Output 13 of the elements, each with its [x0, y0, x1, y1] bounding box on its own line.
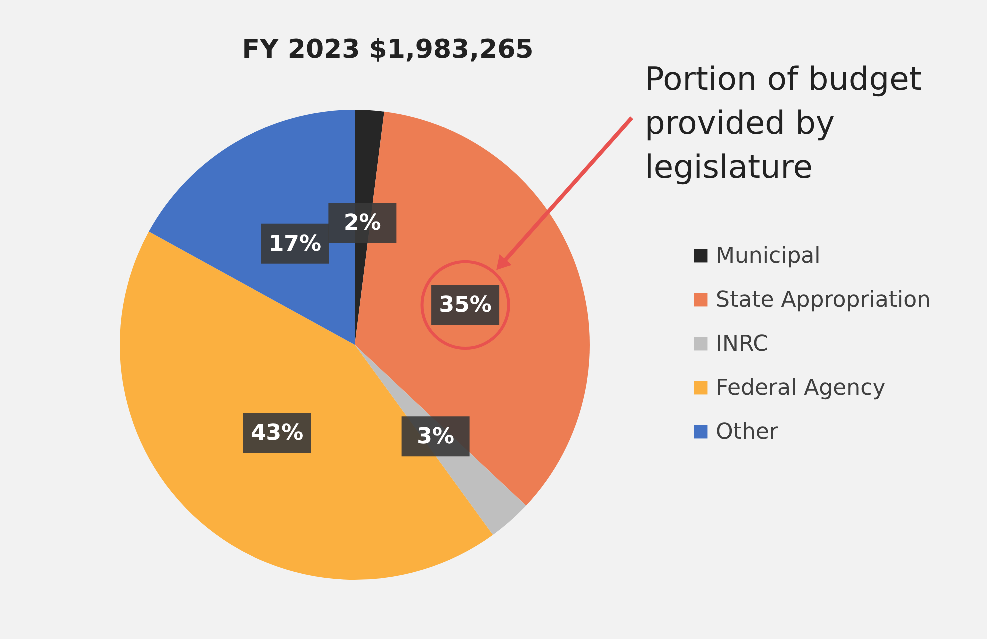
legend-label: Federal Agency	[716, 376, 886, 401]
legend-label: Municipal	[716, 244, 821, 269]
data-label: 17%	[268, 232, 322, 257]
data-label: 3%	[417, 424, 454, 450]
data-label: 2%	[344, 211, 382, 236]
chart-title: FY 2023 $1,983,265	[242, 35, 534, 65]
legend-label: State Appropriation	[716, 288, 931, 313]
legend-label: INRC	[716, 332, 768, 357]
data-label: 43%	[250, 421, 304, 446]
text: Portion of budget provided by legislature	[645, 60, 922, 186]
data-label: 35%	[439, 293, 492, 318]
pie-slice	[120, 232, 494, 580]
legend-label: Other	[716, 420, 780, 445]
